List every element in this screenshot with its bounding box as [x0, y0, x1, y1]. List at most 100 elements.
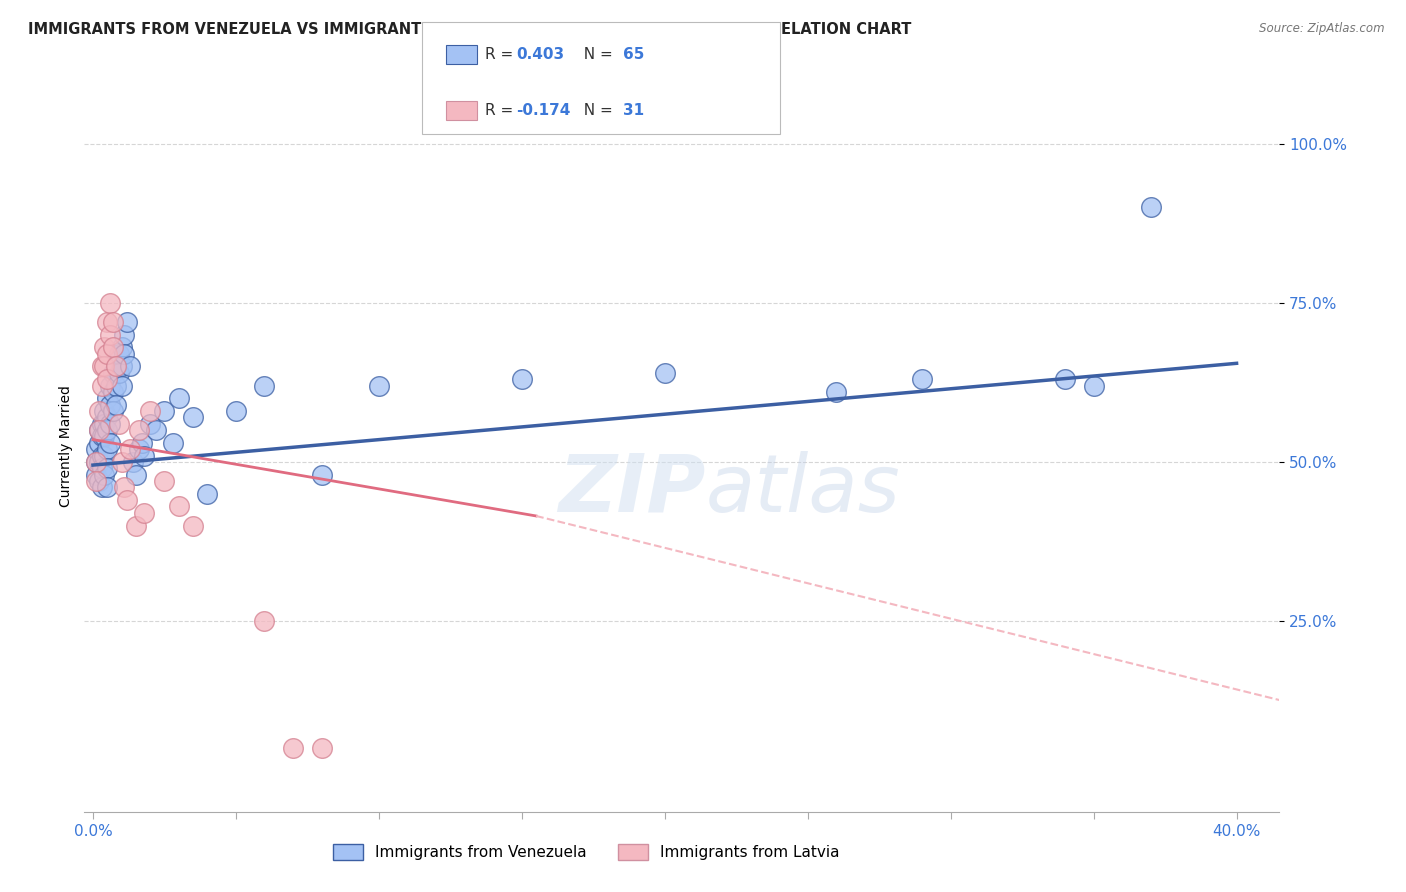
Point [117, 315, 139, 329]
Point [654, 366, 676, 380]
Point [131, 435, 153, 450]
Text: atlas: atlas [706, 450, 901, 529]
Point [110, 359, 132, 374]
Point [1053, 372, 1076, 386]
Point [104, 359, 127, 374]
Point [84, 442, 107, 457]
Point [93, 340, 115, 354]
Text: R =: R = [485, 47, 519, 62]
Point [96, 442, 118, 457]
Point [112, 347, 135, 361]
Point [104, 378, 127, 392]
Point [281, 741, 304, 756]
Text: R =: R = [485, 103, 519, 118]
Point [93, 359, 115, 374]
Point [107, 366, 129, 380]
Point [110, 455, 132, 469]
Point [510, 372, 533, 386]
Point [181, 410, 204, 425]
Point [84, 455, 107, 469]
Point [87, 404, 110, 418]
Point [96, 315, 118, 329]
Point [93, 417, 115, 431]
Point [90, 429, 112, 443]
Point [98, 378, 121, 392]
Text: -0.174: -0.174 [516, 103, 571, 118]
Point [162, 435, 184, 450]
Point [153, 474, 176, 488]
Point [101, 340, 124, 354]
Point [112, 327, 135, 342]
Point [93, 467, 115, 482]
Point [90, 417, 112, 431]
Point [1139, 201, 1161, 215]
Point [128, 423, 150, 437]
Point [98, 435, 121, 450]
Point [311, 467, 333, 482]
Text: 65: 65 [623, 47, 644, 62]
Point [93, 429, 115, 443]
Point [110, 378, 132, 392]
Point [98, 327, 121, 342]
Point [87, 423, 110, 437]
Point [225, 404, 247, 418]
Point [98, 296, 121, 310]
Point [311, 741, 333, 756]
Point [96, 347, 118, 361]
Point [139, 404, 162, 418]
Point [911, 372, 934, 386]
Point [98, 398, 121, 412]
Text: 31: 31 [623, 103, 644, 118]
Point [87, 455, 110, 469]
Point [139, 417, 162, 431]
Point [167, 500, 190, 514]
Point [93, 449, 115, 463]
Point [87, 435, 110, 450]
Point [153, 404, 176, 418]
Point [122, 455, 145, 469]
Point [101, 315, 124, 329]
Point [101, 404, 124, 418]
Point [112, 480, 135, 494]
Point [107, 417, 129, 431]
Point [181, 518, 204, 533]
Point [110, 340, 132, 354]
Point [117, 493, 139, 508]
Text: Source: ZipAtlas.com: Source: ZipAtlas.com [1260, 22, 1385, 36]
Point [84, 467, 107, 482]
Point [93, 404, 115, 418]
Point [96, 461, 118, 475]
Point [90, 378, 112, 392]
Point [90, 449, 112, 463]
Point [96, 372, 118, 386]
Point [120, 359, 142, 374]
Y-axis label: Currently Married: Currently Married [59, 385, 73, 507]
Point [253, 378, 276, 392]
Point [87, 423, 110, 437]
Point [96, 423, 118, 437]
Point [107, 347, 129, 361]
Point [96, 410, 118, 425]
Point [253, 614, 276, 628]
Point [195, 486, 218, 500]
Text: N =: N = [574, 103, 617, 118]
Point [98, 417, 121, 431]
Text: N =: N = [574, 47, 617, 62]
Point [84, 455, 107, 469]
Point [84, 474, 107, 488]
Point [90, 461, 112, 475]
Point [104, 398, 127, 412]
Text: ZIP: ZIP [558, 450, 706, 529]
Point [128, 442, 150, 457]
Point [825, 384, 848, 399]
Point [90, 359, 112, 374]
Legend: Immigrants from Venezuela, Immigrants from Latvia: Immigrants from Venezuela, Immigrants fr… [326, 838, 846, 866]
Point [101, 366, 124, 380]
Point [125, 518, 148, 533]
Point [104, 359, 127, 374]
Point [96, 480, 118, 494]
Point [120, 442, 142, 457]
Text: 0.403: 0.403 [516, 47, 564, 62]
Point [134, 449, 156, 463]
Point [167, 392, 190, 406]
